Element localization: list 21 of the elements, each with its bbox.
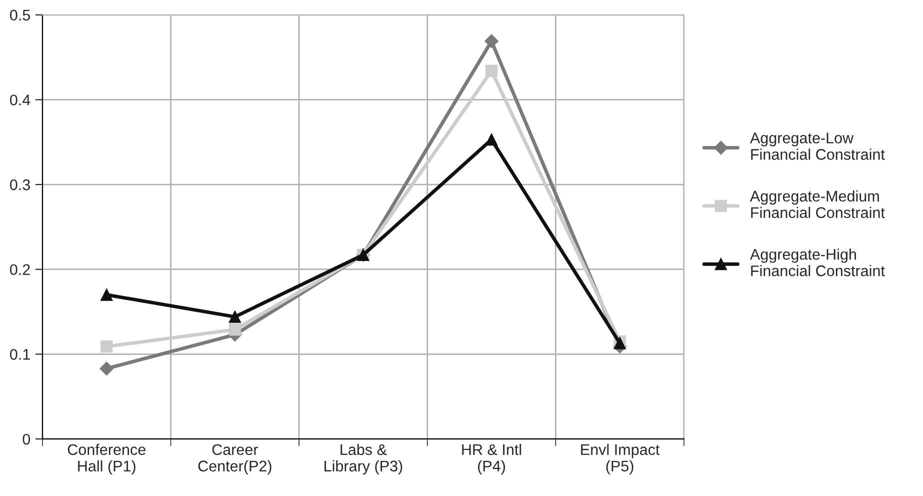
point [228, 323, 241, 336]
y-tick-label: 0.5 [10, 10, 30, 21]
x-tick-label: Conference Hall (P1) [68, 444, 146, 475]
y-tick-label: 0.4 [10, 94, 30, 106]
point [100, 288, 113, 301]
y-tick-label: 0 [22, 434, 30, 445]
point [485, 64, 498, 77]
legend-label: Aggregate-High Financial Constraint [750, 248, 885, 276]
x-tick-label: Labs & Library (P3) [324, 444, 402, 475]
x-tick-label: HR & Intl (P4) [462, 444, 522, 475]
x-tick-label: Envl Impact (P5) [581, 444, 660, 475]
y-tick-label: 0.1 [10, 349, 30, 360]
point [484, 34, 498, 48]
y-tick-label: 0.2 [10, 264, 30, 276]
point [100, 362, 114, 376]
legend-label: Aggregate-Low Financial Constraint [750, 132, 885, 160]
y-tick-label: 0.3 [10, 179, 30, 190]
point [228, 310, 241, 323]
legend-label: Aggregate-Medium Financial Constraint [750, 190, 885, 218]
point [100, 340, 113, 353]
x-tick-label: Career Center(P2) [198, 444, 272, 475]
